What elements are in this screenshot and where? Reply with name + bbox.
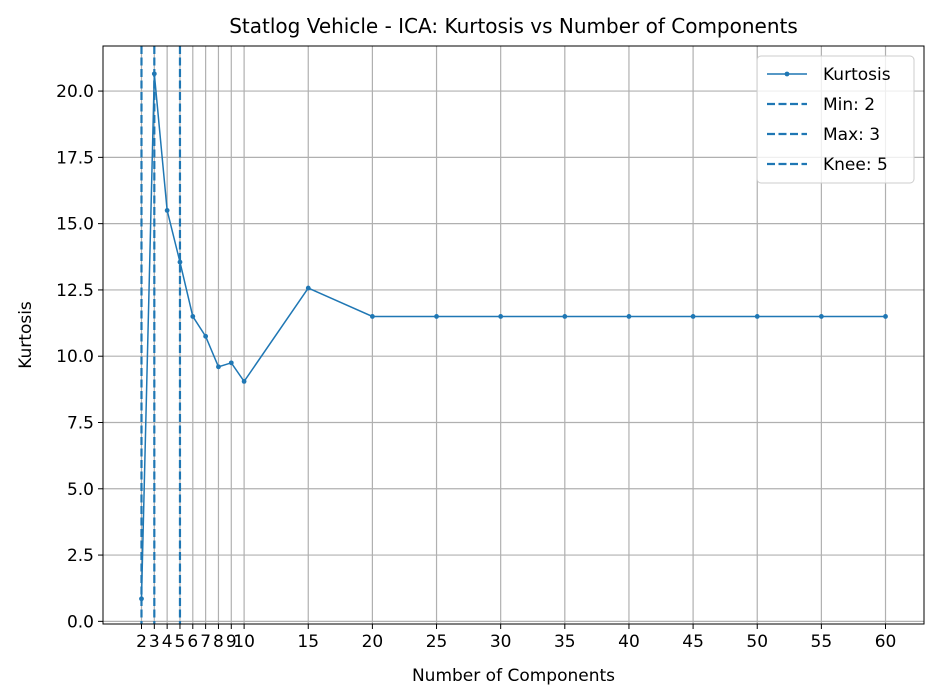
x-tick-label: 4 <box>162 632 173 652</box>
x-tick-label: 35 <box>554 632 576 652</box>
data-point <box>216 364 221 370</box>
data-point <box>818 314 824 319</box>
data-point <box>139 596 144 602</box>
legend-label: Knee: 5 <box>823 155 888 175</box>
data-point <box>562 314 568 319</box>
legend-label: Min: 2 <box>823 95 875 115</box>
x-tick-label: 2 <box>136 632 147 652</box>
x-tick-label: 50 <box>746 632 768 652</box>
legend-label: Max: 3 <box>823 125 880 145</box>
x-tick-label: 5 <box>175 632 186 652</box>
data-point <box>883 314 888 319</box>
x-tick-label: 8 <box>213 632 224 652</box>
x-tick-label: 45 <box>682 632 704 652</box>
y-tick-label: 10.0 <box>56 347 94 367</box>
grid <box>103 46 924 624</box>
y-tick-label: 20.0 <box>56 82 94 102</box>
y-tick-label: 2.5 <box>67 546 94 566</box>
data-point <box>434 314 439 319</box>
data-point <box>151 71 157 77</box>
x-tick-label: 55 <box>811 632 833 652</box>
x-tick-label: 3 <box>149 632 160 652</box>
x-tick-label: 40 <box>618 632 640 652</box>
x-axis-label: Number of Components <box>412 666 615 686</box>
x-tick-label: 10 <box>233 632 255 652</box>
data-point <box>190 314 196 319</box>
legend-label: Kurtosis <box>823 65 891 85</box>
data-point <box>203 333 209 339</box>
y-tick-label: 12.5 <box>56 281 94 301</box>
x-tick-label: 60 <box>875 632 897 652</box>
data-point <box>305 285 311 291</box>
y-tick-label: 15.0 <box>56 215 94 235</box>
data-point <box>164 207 170 213</box>
x-tick-label: 20 <box>362 632 384 652</box>
legend-marker <box>784 71 790 77</box>
y-axis-label: Kurtosis <box>16 301 36 369</box>
legend: Kurtosis Min: 2 Max: 3 Knee: 5 <box>756 55 915 184</box>
x-tick-label: 30 <box>490 632 512 652</box>
data-point <box>241 378 247 384</box>
axis-ticks: 2 3 4 5 6 7 8 910 15 20 25 30 35 40 45 50 55 600.02.55.07… <box>56 82 896 652</box>
plot-frame <box>102 45 925 625</box>
data-point <box>369 314 375 319</box>
x-tick-label: 9 <box>226 632 237 652</box>
data-point <box>626 314 632 319</box>
series-kurtosis <box>139 71 888 602</box>
y-tick-label: 0.0 <box>67 612 94 632</box>
x-tick-label: 6 <box>187 632 198 652</box>
data-point <box>690 314 696 319</box>
y-tick-label: 17.5 <box>56 148 94 168</box>
legend-box <box>756 55 915 184</box>
y-tick-label: 7.5 <box>67 413 94 433</box>
data-point <box>754 314 760 319</box>
x-tick-label: 25 <box>426 632 448 652</box>
data-point <box>498 314 504 319</box>
data-point <box>177 259 183 265</box>
chart-title: Statlog Vehicle - ICA: Kurtosis vs Numbe… <box>229 14 798 38</box>
data-point <box>228 360 234 366</box>
x-tick-label: 7 <box>200 632 211 652</box>
reference-lines <box>140 46 182 624</box>
x-tick-label: 15 <box>297 632 319 652</box>
y-tick-label: 5.0 <box>67 480 94 500</box>
